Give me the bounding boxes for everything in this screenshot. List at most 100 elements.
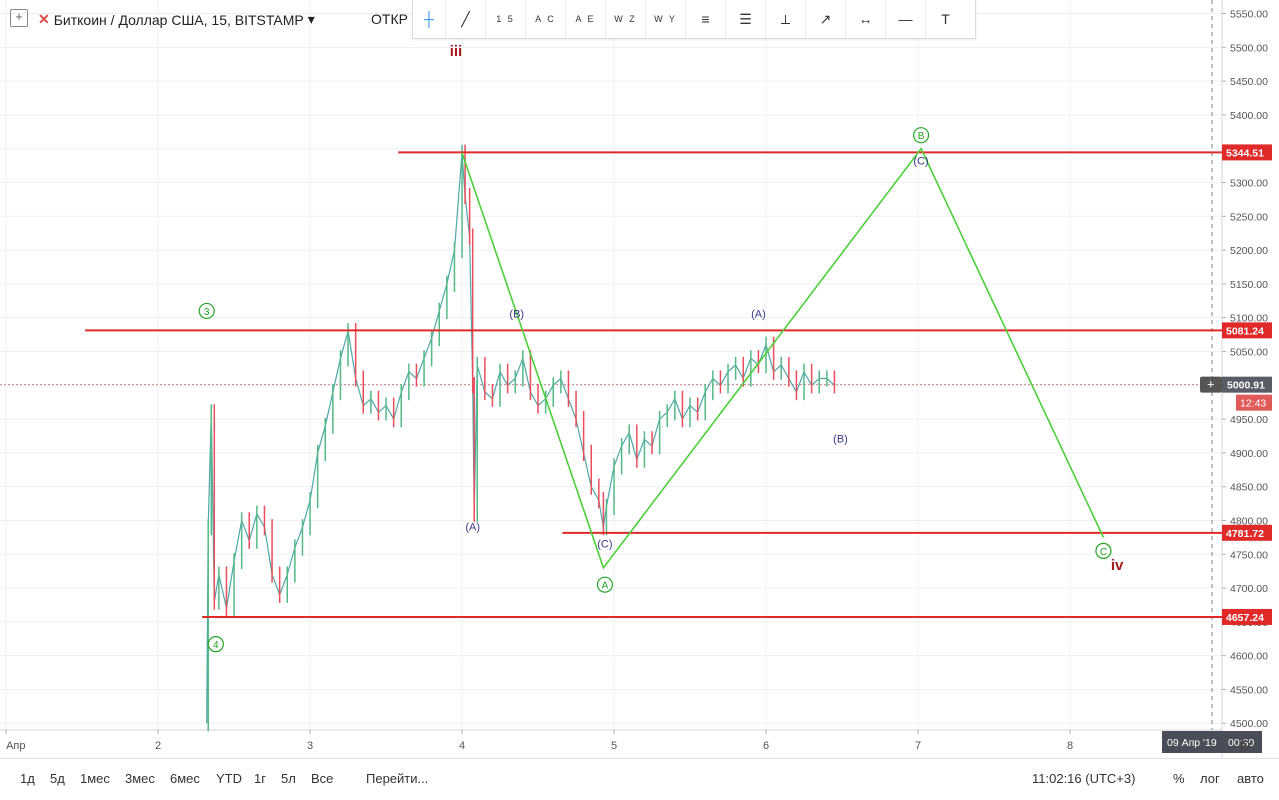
range-5y-button[interactable]: 5л <box>281 771 296 786</box>
wave-label: A <box>602 581 609 592</box>
wave-label: (B) <box>509 309 524 321</box>
range-all-button[interactable]: Все <box>311 771 334 786</box>
price-chart[interactable]: 4500.004550.004600.004650.004700.004750.… <box>0 0 1279 758</box>
percent-toggle[interactable]: % <box>1173 771 1185 786</box>
elliott-double-combo-icon[interactable]: W Z <box>606 0 646 38</box>
add-alert-button[interactable] <box>1200 376 1222 393</box>
time-tick-label: 4 <box>459 740 465 752</box>
price-level-label: 5344.51 <box>1226 147 1264 159</box>
price-tick-label: 5250.00 <box>1230 211 1268 223</box>
chart-header: + ✕ Биткоин / Доллар США, 15, BITSTAMP ▾… <box>0 0 1222 39</box>
wave-label: 3 <box>204 307 210 318</box>
range-1m-button[interactable]: 1мес <box>80 771 110 786</box>
symbol-title-text: Биткоин / Доллар США, 15, BITSTAMP <box>53 11 304 28</box>
price-tick-label: 4850.00 <box>1230 482 1268 494</box>
time-tick-label: 3 <box>307 740 313 752</box>
range-3m-button[interactable]: 3мес <box>125 771 155 786</box>
text-icon[interactable]: T <box>941 11 950 27</box>
price-tick-label: 4550.00 <box>1230 684 1268 696</box>
time-tick-label: 6 <box>763 740 769 752</box>
price-tick-label: 4800.00 <box>1230 515 1268 527</box>
range-1y-button[interactable]: 1г <box>254 771 266 786</box>
price-tick-label: 5400.00 <box>1230 110 1268 122</box>
log-toggle[interactable]: лог <box>1200 771 1220 786</box>
last-price-label: 5000.91 <box>1227 380 1265 392</box>
trend-line-icon[interactable]: ╱ <box>446 0 486 38</box>
time-tick-label: 5 <box>611 740 617 752</box>
horizontal-ray-icon[interactable]: — <box>886 0 926 38</box>
range-5d-button[interactable]: 5д <box>50 771 65 786</box>
countdown-label: 12:43 <box>1240 398 1266 410</box>
price-level-badge <box>1222 524 1272 541</box>
price-tick-label: 4750.00 <box>1230 549 1268 561</box>
time-tick-label: 8 <box>1067 740 1073 752</box>
range-ytd-button[interactable]: YTD <box>216 771 242 786</box>
price-tick-label: 5300.00 <box>1230 178 1268 190</box>
price-tick-label: 5450.00 <box>1230 76 1268 88</box>
wave-label: (B) <box>833 434 848 446</box>
price-level-label: 4781.72 <box>1226 528 1264 540</box>
symbol-title[interactable]: ✕ Биткоин / Доллар США, 15, BITSTAMP ▾ <box>38 11 315 28</box>
elliott-correction-icon[interactable]: A C <box>526 0 566 38</box>
bottom-toolbar: 1д 5д 1мес 3мес 6мес YTD 1г 5л Все Перей… <box>0 758 1279 800</box>
crosshair-icon[interactable]: ┼ <box>413 0 446 38</box>
price-tick-label: 4900.00 <box>1230 448 1268 460</box>
price-tick-label: 4950.00 <box>1230 414 1268 426</box>
wave-label: iii <box>450 43 463 60</box>
elliott-projection-line[interactable] <box>461 147 1105 570</box>
parallel-channel-icon[interactable]: ☰ <box>726 0 766 38</box>
price-level-badge <box>1222 322 1272 339</box>
crosshair-time-label: 00:30 <box>1228 737 1254 749</box>
wave-label-circle <box>596 576 614 593</box>
time-tick-label: 2 <box>155 740 161 752</box>
range-6m-button[interactable]: 6мес <box>170 771 200 786</box>
wave-label: 4 <box>213 640 219 651</box>
countdown-badge <box>1236 394 1272 411</box>
price-tick-label: 5100.00 <box>1230 313 1268 325</box>
price-tick-label: 4700.00 <box>1230 583 1268 595</box>
price-tick-label: 4600.00 <box>1230 651 1268 663</box>
price-level-badge <box>1222 144 1272 161</box>
time-tick-label: Апр <box>6 740 25 752</box>
price-tick-label: 5550.00 <box>1230 9 1268 21</box>
clock-timezone[interactable]: 11:02:16 (UTC+3) <box>1032 771 1136 786</box>
crosshair-date-label: 09 Апр '19 <box>1167 737 1217 749</box>
price-level-label: 4657.24 <box>1226 612 1264 624</box>
wave-label: (A) <box>751 309 766 321</box>
wave-label-circle <box>912 127 930 144</box>
wave-label: (C) <box>913 155 928 167</box>
add-symbol-button[interactable]: + <box>10 9 28 27</box>
price-range-icon[interactable]: ⟂ <box>766 0 806 38</box>
elliott-triangle-icon[interactable]: A E <box>566 0 606 38</box>
arrow-icon[interactable]: ↗ <box>806 0 846 38</box>
symbol-badge-icon: ✕ <box>38 11 50 27</box>
ohlc-open-label: ОТКР <box>371 11 408 27</box>
fib-retracement-icon[interactable]: ≡ <box>686 0 726 38</box>
goto-date-button[interactable]: Перейти... <box>366 771 429 786</box>
wave-label: (A) <box>465 522 480 534</box>
price-level-badge <box>1222 608 1272 625</box>
elliott-impulse-icon[interactable]: 1 5 <box>486 0 526 38</box>
auto-toggle[interactable]: авто <box>1237 771 1264 786</box>
elliott-triple-combo-icon[interactable]: W Y <box>646 0 686 38</box>
chevron-down-icon[interactable]: ▾ <box>307 11 315 27</box>
price-tick-label: 5050.00 <box>1230 346 1268 358</box>
wave-label: C <box>1100 547 1107 558</box>
crosshair-time-badge <box>1162 731 1263 753</box>
last-price-badge <box>1222 376 1272 393</box>
wave-label: (C) <box>597 539 612 551</box>
wave-label-circle <box>198 302 215 320</box>
plus-icon: + <box>1207 377 1215 392</box>
price-tick-label: 5500.00 <box>1230 42 1268 54</box>
range-1d-button[interactable]: 1д <box>20 771 35 786</box>
date-range-icon[interactable]: ↔ <box>846 0 886 38</box>
price-tick-label: 5200.00 <box>1230 245 1268 257</box>
time-tick-label: 7 <box>915 740 921 752</box>
price-tick-label: 5150.00 <box>1230 279 1268 291</box>
gear-icon[interactable]: ⚙ <box>1238 738 1253 755</box>
wave-label-circle <box>1095 542 1112 559</box>
wave-label: iv <box>1111 557 1124 574</box>
wave-label: B <box>918 131 925 142</box>
price-tick-label: 4500.00 <box>1230 718 1268 730</box>
